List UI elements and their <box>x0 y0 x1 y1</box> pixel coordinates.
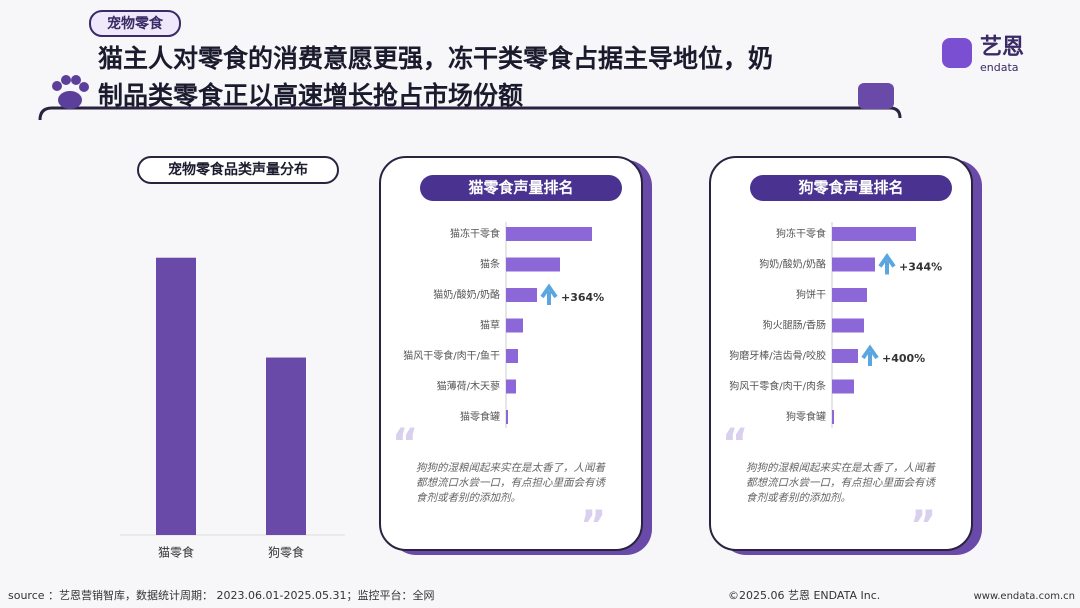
bar <box>832 288 867 302</box>
growth-arrow <box>878 253 896 275</box>
x-tick-label: 猫零食 <box>158 545 194 560</box>
bar <box>832 227 916 241</box>
y-tick-label: 猫薄荷/木天蓼 <box>437 380 500 393</box>
y-tick-label: 猫草 <box>480 319 500 332</box>
y-tick-label: 猫零食罐 <box>460 410 500 423</box>
growth-label: +364% <box>561 291 604 304</box>
bar <box>832 379 854 394</box>
bar <box>832 349 858 363</box>
can-icon <box>858 83 894 109</box>
growth-arrow <box>540 283 558 305</box>
tag: 宠物零食 <box>107 15 164 32</box>
quote-mark: ” <box>580 503 606 549</box>
y-tick-label: 猫条 <box>480 258 500 271</box>
chart-title: 宠物零食品类声量分布 <box>168 161 308 178</box>
growth-arrow <box>861 344 879 366</box>
quote-line: 狗狗的湿粮闻起来实在是太香了，人闻着 <box>416 462 606 474</box>
quote-line: 都想流口水尝一口，有点担心里面会有诱 <box>746 477 936 489</box>
bar <box>506 410 508 424</box>
quote-line: 食剂或者别的添加剂。 <box>416 492 521 504</box>
quote-line: 都想流口水尝一口，有点担心里面会有诱 <box>416 477 606 489</box>
bar <box>832 257 875 272</box>
paw-icon <box>52 75 89 109</box>
bar <box>506 227 592 241</box>
quote-line: 狗狗的湿粮闻起来实在是太香了，人闻着 <box>746 462 936 474</box>
source: source ：艺恩营销智库，数据统计周期： 2023.06.01-2025.0… <box>8 588 434 602</box>
title-line: 猫主人对零食的消费意愿更强，冻干类零食占据主导地位，奶 <box>98 44 773 73</box>
logo-icon <box>942 38 972 68</box>
y-tick-label: 狗磨牙棒/洁齿骨/咬胶 <box>729 349 826 362</box>
bar <box>506 257 560 272</box>
y-tick-label: 狗饼干 <box>796 288 826 301</box>
growth-label: +400% <box>882 352 925 365</box>
y-tick-label: 狗冻干零食 <box>776 227 826 240</box>
x-tick-label: 狗零食 <box>268 545 304 560</box>
bar <box>832 410 834 424</box>
growth-label: +344% <box>899 261 942 274</box>
logo-sub: endata <box>980 61 1019 74</box>
bar <box>506 288 537 302</box>
quote-mark: “ <box>392 421 418 467</box>
quote-mark: ” <box>910 503 936 549</box>
bar <box>506 318 523 333</box>
bar <box>266 357 306 535</box>
bar <box>832 318 864 333</box>
bar <box>156 257 196 535</box>
bar <box>506 379 516 394</box>
y-tick-label: 狗风干零食/肉干/肉条 <box>729 380 826 393</box>
y-tick-label: 猫风干零食/肉干/鱼干 <box>403 349 500 362</box>
site: www.endata.com.cn <box>974 591 1075 602</box>
y-tick-label: 狗火腿肠/香肠 <box>763 319 826 332</box>
title-frame <box>38 106 902 121</box>
card-title: 猫零食声量排名 <box>468 179 573 197</box>
logo: 艺恩 <box>980 34 1024 60</box>
quote-line: 食剂或者别的添加剂。 <box>746 492 851 504</box>
card-header <box>750 175 952 201</box>
quote-mark: “ <box>722 421 748 467</box>
y-tick-label: 猫冻干零食 <box>450 227 500 240</box>
title-line: 制品类零食正以高速增长抢占市场份额 <box>98 81 523 110</box>
chart-title-pill <box>137 156 339 184</box>
card-header <box>420 175 622 201</box>
copyright: ©2025.06 艺恩 ENDATA Inc. <box>728 589 880 602</box>
y-tick-label: 狗零食罐 <box>786 410 826 423</box>
bar <box>506 349 518 363</box>
y-tick-label: 狗奶/酸奶/奶酪 <box>759 258 826 271</box>
y-tick-label: 猫奶/酸奶/奶酪 <box>433 288 500 301</box>
card-title: 狗零食声量排名 <box>798 179 903 197</box>
tag-pill <box>89 10 181 37</box>
